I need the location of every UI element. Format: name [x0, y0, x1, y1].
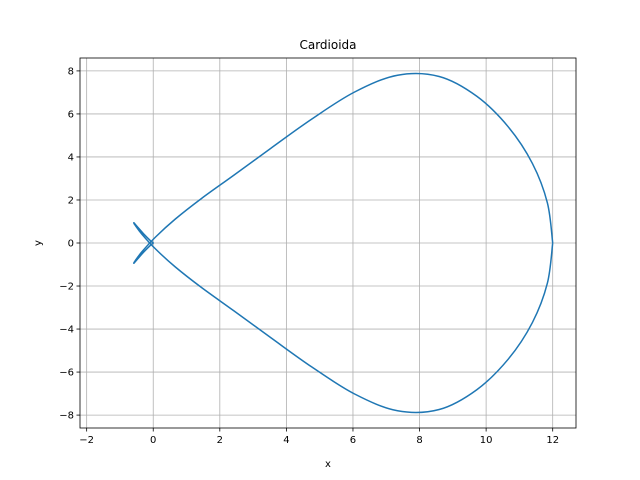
- x-tick-label: −2: [79, 435, 94, 446]
- y-tick-label: 4: [68, 152, 74, 163]
- x-axis-label: x: [325, 459, 331, 470]
- y-tick-label: 2: [68, 195, 74, 206]
- x-tick-label: 8: [416, 435, 422, 446]
- y-axis-label: y: [33, 240, 44, 246]
- y-tick-label: 8: [68, 66, 74, 77]
- x-tick-label: 12: [546, 435, 559, 446]
- x-tick-label: 10: [480, 435, 493, 446]
- y-tick-label: −6: [59, 368, 74, 379]
- y-tick-label: −8: [59, 411, 74, 422]
- y-tick-label: −2: [59, 282, 74, 293]
- x-tick-label: 6: [350, 435, 356, 446]
- y-tick-label: −4: [59, 325, 74, 336]
- x-tick-label: 4: [283, 435, 289, 446]
- chart-title: Cardioida: [299, 38, 356, 52]
- x-tick-label: 0: [150, 435, 156, 446]
- y-tick-label: 0: [68, 239, 74, 250]
- x-tick-label: 2: [217, 435, 223, 446]
- cardioid-curve: [133, 72, 554, 414]
- grid: [80, 58, 576, 428]
- y-tick-label: 6: [68, 109, 74, 120]
- plot-area: [133, 72, 554, 414]
- axis-ticks: −2 0 2 4 6 8 10 12 −8 −6 −4 −2 0 2 4 6 8: [59, 66, 559, 446]
